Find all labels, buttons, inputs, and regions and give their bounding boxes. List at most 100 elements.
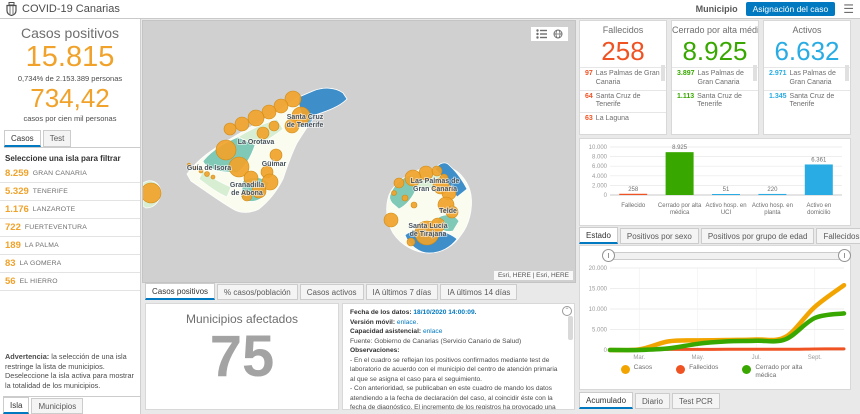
bar-1[interactable] bbox=[665, 152, 694, 195]
stat-row-name: Santa Cruz de Tenerife bbox=[595, 92, 641, 109]
map-view-tabs: Casos positivos % casos/población Casos … bbox=[145, 283, 518, 300]
bar-category-label: Cerrado por alta médica bbox=[657, 203, 702, 216]
deaths-card[interactable]: Fallecidos 258 97 Las Palmas de Gran Cana… bbox=[579, 20, 667, 135]
date-value: 18/10/2020 14:00:09. bbox=[411, 309, 477, 316]
bar-0[interactable] bbox=[619, 193, 648, 195]
island-name: LANZAROTE bbox=[32, 206, 76, 213]
island-name: TENERIFE bbox=[32, 188, 68, 195]
map-canvas[interactable]: La Orotava Santa Cruz de Tenerife Güímar Guí… bbox=[142, 20, 576, 283]
menu-icon[interactable]: ☰ bbox=[843, 2, 854, 16]
svg-text:258: 258 bbox=[628, 187, 639, 193]
tab-casos[interactable]: Casos bbox=[4, 130, 41, 147]
island-row-la-gomera[interactable]: 83 LA GOMERA bbox=[0, 255, 140, 273]
bar-4[interactable] bbox=[804, 164, 833, 195]
legend-label-casos: Casos bbox=[633, 364, 653, 371]
warning-text: la selección de una isla restringe la li… bbox=[5, 352, 134, 390]
deaths-title: Fallecidos bbox=[602, 25, 644, 35]
bar-2[interactable] bbox=[712, 194, 740, 195]
island-row-tenerife[interactable]: 5.329 TENERIFE bbox=[0, 183, 140, 201]
tab-fallecidos-edad-sexo[interactable]: Fallecidos por edad y sexo bbox=[816, 228, 860, 244]
tab-municipios[interactable]: Municipios bbox=[31, 398, 84, 414]
legend-dot-casos bbox=[620, 365, 630, 374]
legend-dot-fallecidos bbox=[676, 365, 686, 374]
rate-label: casos por cien mil personas bbox=[23, 114, 117, 123]
canarias-crest-icon bbox=[6, 2, 17, 16]
status-bar-chart: 0 2.000 4.000 6.000 8.000 10.000 258 8.925 51 220… bbox=[589, 145, 842, 199]
stat-row-name: Las Palmas de Gran Canaria bbox=[789, 70, 836, 86]
expand-panel-icon[interactable]: ⌃ bbox=[562, 306, 572, 316]
tab-positivos-sexo[interactable]: Positivos por sexo bbox=[619, 228, 699, 244]
map-attribution: Esri, HERE | Esri, HERE bbox=[493, 271, 573, 280]
island-value: 8.259 bbox=[5, 168, 29, 179]
svg-text:6.000: 6.000 bbox=[592, 164, 608, 170]
active-card[interactable]: Activos 6.632 2.971 Las Palmas de Gran Ca… bbox=[763, 20, 851, 135]
time-slider-handle-left[interactable] bbox=[602, 249, 615, 262]
stat-row-name: Santa Cruz de Tenerife bbox=[697, 92, 742, 109]
date-label: Fecha de los datos: bbox=[350, 309, 412, 316]
island-value: 56 bbox=[5, 276, 16, 287]
island-value: 1.176 bbox=[5, 204, 29, 215]
bar-3[interactable] bbox=[758, 193, 787, 195]
map-place-label: de Abona bbox=[231, 190, 263, 197]
card-scrollbar[interactable] bbox=[753, 65, 757, 81]
right-chart-tabs: Estado Positivos por sexo Positivos por … bbox=[579, 227, 860, 244]
positives-value: 15.815 bbox=[25, 41, 115, 73]
tab-ia-7-dias[interactable]: IA últimos 7 días bbox=[365, 284, 439, 300]
island-row-la-palma[interactable]: 189 LA PALMA bbox=[0, 237, 140, 255]
stat-row-value: 3.897 bbox=[677, 70, 695, 77]
line-series-2[interactable] bbox=[607, 311, 847, 353]
mobile-label: Versión móvil: bbox=[350, 318, 396, 326]
time-slider-track[interactable] bbox=[608, 252, 844, 260]
stat-row-value: 64 bbox=[585, 92, 593, 100]
active-title: Activos bbox=[792, 25, 822, 35]
svg-text:10.000: 10.000 bbox=[589, 307, 608, 313]
map-place-label: de Tenerife bbox=[287, 122, 324, 129]
island-name: FUERTEVENTURA bbox=[24, 224, 88, 231]
stat-row-value: 1.113 bbox=[677, 92, 695, 100]
tab-test-pcr[interactable]: Test PCR bbox=[671, 393, 720, 409]
tab-estado[interactable]: Estado bbox=[579, 227, 618, 244]
tab-positivos-edad[interactable]: Positivos por grupo de edad bbox=[700, 228, 815, 244]
legend-icon[interactable] bbox=[536, 29, 547, 39]
island-row-gran-canaria[interactable]: 8.259 GRAN CANARIA bbox=[0, 165, 140, 183]
svg-text:0: 0 bbox=[604, 193, 608, 199]
basemap-icon[interactable] bbox=[553, 29, 563, 39]
island-name: EL HIERRO bbox=[19, 278, 58, 285]
tab-ia-14-dias[interactable]: IA últimos 14 días bbox=[440, 284, 518, 300]
tab-casos-activos[interactable]: Casos activos bbox=[299, 284, 364, 300]
capacity-link[interactable]: enlace bbox=[421, 328, 443, 336]
island-row-el-hierro[interactable]: 56 EL HIERRO bbox=[0, 273, 140, 291]
island-row-lanzarote[interactable]: 1.176 LANZAROTE bbox=[0, 201, 140, 219]
affected-municipalities-card: Municipios afectados 75 bbox=[145, 303, 339, 410]
tab-isla[interactable]: Isla bbox=[3, 397, 30, 414]
tab-casos-positivos[interactable]: Casos positivos bbox=[145, 283, 216, 300]
time-slider-handle-right[interactable] bbox=[838, 249, 851, 262]
map-place-label: Santa Cruz bbox=[287, 114, 324, 121]
card-scrollbar[interactable] bbox=[845, 65, 849, 81]
case-bubbles[interactable] bbox=[143, 90, 459, 247]
tab-test[interactable]: Test bbox=[42, 130, 72, 147]
isla-municipios-tabs: Isla Municipios bbox=[3, 396, 141, 414]
svg-text:4.000: 4.000 bbox=[592, 174, 608, 180]
bar-category-label: Activo en domicilio bbox=[806, 203, 832, 216]
assign-case-button[interactable]: Asignación del caso bbox=[745, 2, 836, 16]
island-warning: Advertencia: la selección de una isla re… bbox=[5, 352, 136, 390]
header-bar: COVID-19 Canarias Municipio Asignación d… bbox=[0, 0, 860, 19]
island-name: LA PALMA bbox=[24, 242, 59, 249]
map-place-label: Las Palmas de bbox=[411, 178, 460, 185]
tab-diario[interactable]: Diario bbox=[635, 393, 670, 409]
info-scrollbar[interactable] bbox=[568, 316, 573, 340]
island-row-fuerteventura[interactable]: 722 FUERTEVENTURA bbox=[0, 219, 140, 237]
stat-row-name: Santa Cruz de Tenerife bbox=[789, 92, 835, 109]
mobile-link[interactable]: enlace. bbox=[395, 318, 419, 326]
card-scrollbar[interactable] bbox=[661, 65, 665, 81]
tab-acumulado[interactable]: Acumulado bbox=[579, 392, 634, 409]
tab-casos-poblacion[interactable]: % casos/población bbox=[217, 284, 298, 300]
affected-title: Municipios afectados bbox=[185, 312, 299, 326]
municipio-button[interactable]: Municipio bbox=[695, 4, 738, 14]
stat-row-value: 2.971 bbox=[769, 70, 787, 77]
cumulative-line-chart-card: 0 5.000 10.000 15.000 20.000 Mar. May. Jul. Sept… bbox=[579, 245, 851, 390]
